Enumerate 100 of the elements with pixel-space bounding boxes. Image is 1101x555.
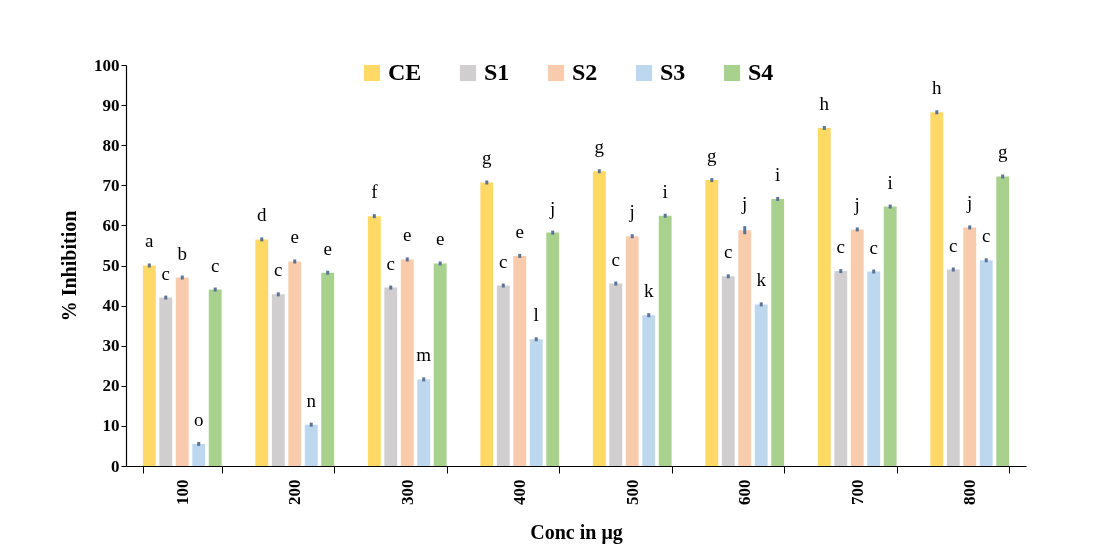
bar [321,272,335,466]
x-tick-label: 200 [285,479,305,505]
y-tick-label: 40 [102,296,120,316]
bar [609,283,623,466]
bar [834,271,848,466]
x-tick-label: 600 [735,479,755,505]
bar [433,263,447,466]
y-axis-title: % Inhibition [58,210,80,322]
data-label: g [594,136,605,158]
x-tick-label: 800 [960,479,980,505]
bar [738,230,752,466]
bar [271,294,285,466]
bar [175,277,189,466]
bar [384,287,398,466]
data-label: c [210,254,220,276]
data-label: c [724,241,733,263]
legend-label: S4 [748,59,774,85]
bar [304,424,318,466]
bar [883,206,897,466]
data-label: c [386,252,395,274]
data-label: d [257,204,268,226]
y-tick-label: 100 [94,55,120,75]
data-label: e [515,220,524,242]
y-tick-label: 30 [102,336,120,356]
bar [754,304,768,466]
data-label: c [836,236,845,258]
bar [850,229,864,466]
x-tick-label: 300 [397,479,417,505]
data-label: j [549,197,556,219]
bar [142,265,156,466]
data-label: c [982,225,991,247]
data-label: b [177,242,187,264]
data-label: j [966,192,973,214]
bar [658,215,672,466]
y-tick-label: 50 [102,256,120,275]
data-label: a [145,230,155,252]
bar [513,255,527,466]
bar [867,271,881,466]
legend-label: S3 [660,59,686,85]
data-label: g [707,145,718,167]
bar [546,232,560,466]
x-axis-title: Conc in μg [530,521,623,544]
data-label: c [611,248,620,270]
data-label: g [997,141,1008,163]
bar [192,443,206,466]
bar [721,276,735,466]
y-tick-label: 10 [102,416,120,436]
bar [946,269,960,466]
bar [996,176,1010,466]
legend-label: S2 [572,59,598,85]
data-label: h [932,77,943,99]
bar [288,261,302,466]
bar [592,171,606,466]
data-label: e [323,237,332,259]
bar [817,127,831,466]
legend-label: S1 [484,59,510,85]
bar [930,112,944,466]
data-label: c [499,250,508,272]
bar [400,259,414,466]
bar [208,289,222,466]
bar [625,236,639,466]
data-label: e [435,228,445,250]
data-label: k [756,269,767,291]
data-label: i [887,171,893,193]
bar [963,227,977,466]
bar [979,260,993,466]
data-label: e [403,224,412,246]
bar [367,216,381,466]
bar [255,239,269,466]
bar [771,198,785,466]
y-tick-label: 60 [102,215,120,235]
x-tick-label: 500 [622,479,642,505]
data-label: f [371,181,379,203]
data-label: h [819,92,830,114]
data-label: j [741,193,748,215]
data-label: m [416,344,432,366]
bar [529,339,543,466]
bar [705,180,719,466]
data-label: e [290,226,299,248]
x-tick-label: 400 [510,479,530,505]
data-label: n [306,389,317,411]
data-label: i [662,180,668,202]
bar [496,285,510,466]
y-tick-label: 90 [102,95,120,115]
data-label: j [853,194,860,216]
bar [642,315,656,466]
y-tick-label: 80 [102,135,120,155]
data-label: l [533,304,539,326]
data-label: c [949,234,958,256]
data-label: c [869,236,878,258]
data-label: o [193,408,204,430]
data-label: j [628,201,635,223]
bar [480,182,494,466]
x-tick-label: 700 [847,479,867,505]
data-label: k [643,280,654,302]
data-label: g [482,147,493,169]
y-tick-label: 70 [102,175,120,195]
bar [417,379,431,466]
data-label: c [161,262,170,284]
y-tick-label: 0 [111,456,120,476]
